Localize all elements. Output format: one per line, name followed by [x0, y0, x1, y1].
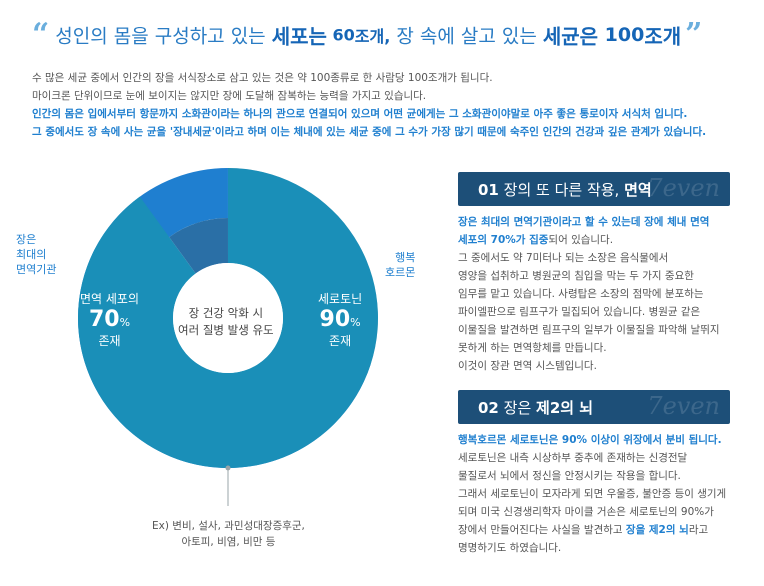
- title-part4: 조개,: [354, 27, 391, 46]
- panel2-body: 행복호르몬 세로토닌은 90% 이상이 위장에서 분비 됩니다. 세로토닌은 내…: [458, 431, 758, 557]
- panel1-title-a: 장의 또 다른 작용,: [498, 181, 625, 199]
- inner-segment-name: 세로토닌: [318, 292, 363, 306]
- inner-ring-segment-serotonin: [77, 168, 378, 468]
- panel1-line: 이물질을 발견하면 림프구의 일부가 이물질을 파악해 날뛰지: [458, 324, 720, 336]
- intro-line-4: 그 중에서도 장 속에 사는 균을 '장내세균'이라고 하며 이는 체내에 있는…: [32, 126, 707, 138]
- center-line: 여러 질병 발생 유도: [178, 323, 274, 337]
- inner-segment-sub: 존재: [329, 334, 352, 348]
- panel1-title: 01 장의 또 다른 작용, 면역: [478, 179, 652, 200]
- brand-watermark-icon: 7even: [647, 174, 720, 202]
- title-part6: 세균은: [542, 24, 599, 49]
- inner-segment-value: 90: [319, 307, 351, 332]
- outer-segment-value: 70: [88, 307, 120, 332]
- panel1-line: 장은 최대의 면역기관이라고 할 수 있는데 장에 체내 면역: [458, 216, 710, 228]
- left-label-line: 최대의: [16, 248, 47, 261]
- left-side-label: 장은 최대의 면역기관: [16, 232, 56, 277]
- panel2-title: 02 장은 제2의 뇌: [478, 397, 593, 418]
- panel2-line: 그래서 세로토닌이 모자라게 되면 우울증, 불안증 등이 생기게: [458, 488, 727, 500]
- intro-line-1: 수 많은 세균 중에서 인간의 장을 서식장소로 삼고 있는 것은 약 100종…: [32, 72, 493, 84]
- intro-line-3: 인간의 몸은 입에서부터 항문까지 소화관이라는 하나의 관으로 연결되어 있으…: [32, 108, 688, 120]
- panel1-highlight: 세포의 70%가 집중: [458, 234, 549, 246]
- panel1-body: 장은 최대의 면역기관이라고 할 수 있는데 장에 체내 면역 세포의 70%가…: [458, 213, 758, 375]
- panel1-line: 이것이 장관 면역 시스템입니다.: [458, 360, 597, 372]
- panel2-line: 세로토닌은 내측 시상하부 중추에 존재하는 신경전달: [458, 452, 688, 464]
- inner-segment-label: 세로토닌 90% 존재: [318, 290, 362, 349]
- chart-footnote: Ex) 변비, 설사, 과민성대장증후군, 아토피, 비염, 비만 등: [152, 518, 305, 550]
- center-line: 장 건강 악화 시: [188, 306, 264, 320]
- panel2-highlight: 장을 제2의 뇌: [625, 524, 689, 536]
- panel1-title-b: 면역: [624, 181, 652, 199]
- panel2-title-a: 장은: [498, 399, 537, 417]
- panel2-last-a: 장에서 만들어진다는 사실을 발견하고: [458, 524, 626, 536]
- panel1-header: 01 장의 또 다른 작용, 면역 7even: [458, 172, 730, 206]
- page-title: “성인의 몸을 구성하고 있는 세포는 60조개, 장 속에 살고 있는 세균은…: [32, 20, 752, 60]
- footnote-pointer-dot: [225, 465, 231, 471]
- panel2-title-b: 제2의 뇌: [536, 399, 594, 417]
- outer-segment-sub: 존재: [98, 334, 121, 348]
- left-label-line: 장은: [16, 233, 37, 246]
- panel2-number: 02: [478, 399, 499, 417]
- panel1-line-rest: 되어 있습니다.: [548, 234, 614, 246]
- title-part2: 세포는: [271, 24, 327, 49]
- right-label-line: 행복: [395, 251, 416, 264]
- outer-segment-label: 면역 세포의 70% 존재: [80, 290, 139, 349]
- panel1-line: 그 중에서도 약 7미터나 되는 소장은 음식물에서: [458, 252, 669, 264]
- right-label-line: 호르몬: [385, 266, 416, 279]
- close-quote-icon: ”: [685, 17, 703, 52]
- right-side-label: 행복 호르몬: [385, 250, 415, 280]
- brand-watermark-icon: 7even: [647, 392, 720, 420]
- inner-ring: [77, 168, 378, 468]
- panel2-last-c: 라고: [688, 524, 709, 536]
- panel2-line: 되며 미국 신경생리학자 마이클 거손은 세로토닌의 90%가: [458, 506, 714, 518]
- title-part3: 60: [326, 25, 355, 45]
- center-label: 장 건강 악화 시 여러 질병 발생 유도: [178, 305, 274, 339]
- donut-chart: [77, 168, 378, 506]
- panel1-line: 영양을 섭취하고 병원균의 침입을 막는 두 가지 중요한: [458, 270, 694, 282]
- panel1-line: 못하게 하는 면역항체를 만듭니다.: [458, 342, 607, 354]
- outer-segment-name: 면역 세포의: [80, 292, 140, 306]
- panel2-line: 행복호르몬 세로토닌은 90% 이상이 위장에서 분비 됩니다.: [458, 434, 722, 446]
- panel1-line: 파이엘판으로 림프구가 밀집되어 있습니다. 병원균 같은: [458, 306, 701, 318]
- panel1-number: 01: [478, 181, 499, 199]
- open-quote-icon: “: [32, 17, 50, 52]
- center-disc: [173, 263, 283, 373]
- panel2-line: 명명하기도 하였습니다.: [458, 542, 562, 554]
- title-part5: 장 속에 살고 있는: [390, 25, 543, 48]
- title-part1: 성인의 몸을 구성하고 있는: [55, 25, 272, 48]
- inner-ring-rest: [169, 218, 228, 274]
- footnote-line: Ex) 변비, 설사, 과민성대장증후군,: [152, 520, 305, 532]
- title-part8: 조개: [644, 24, 682, 49]
- left-label-line: 면역기관: [16, 263, 57, 276]
- intro-line-2: 마이크론 단위이므로 눈에 보이지는 않지만 장에 도달해 잠복하는 능력을 가…: [32, 90, 427, 102]
- title-part7: 100: [598, 24, 645, 46]
- outer-segment-unit: %: [119, 316, 131, 329]
- panel2-line: 물질로서 뇌에서 정신을 안정시키는 작용을 합니다.: [458, 470, 681, 482]
- footnote-line: 아토피, 비염, 비만 등: [181, 536, 276, 548]
- inner-segment-unit: %: [350, 316, 361, 329]
- panel1-line: 임무를 맡고 있습니다. 사령탑은 소장의 점막에 분포하는: [458, 288, 704, 300]
- panel2-header: 02 장은 제2의 뇌 7even: [458, 390, 730, 424]
